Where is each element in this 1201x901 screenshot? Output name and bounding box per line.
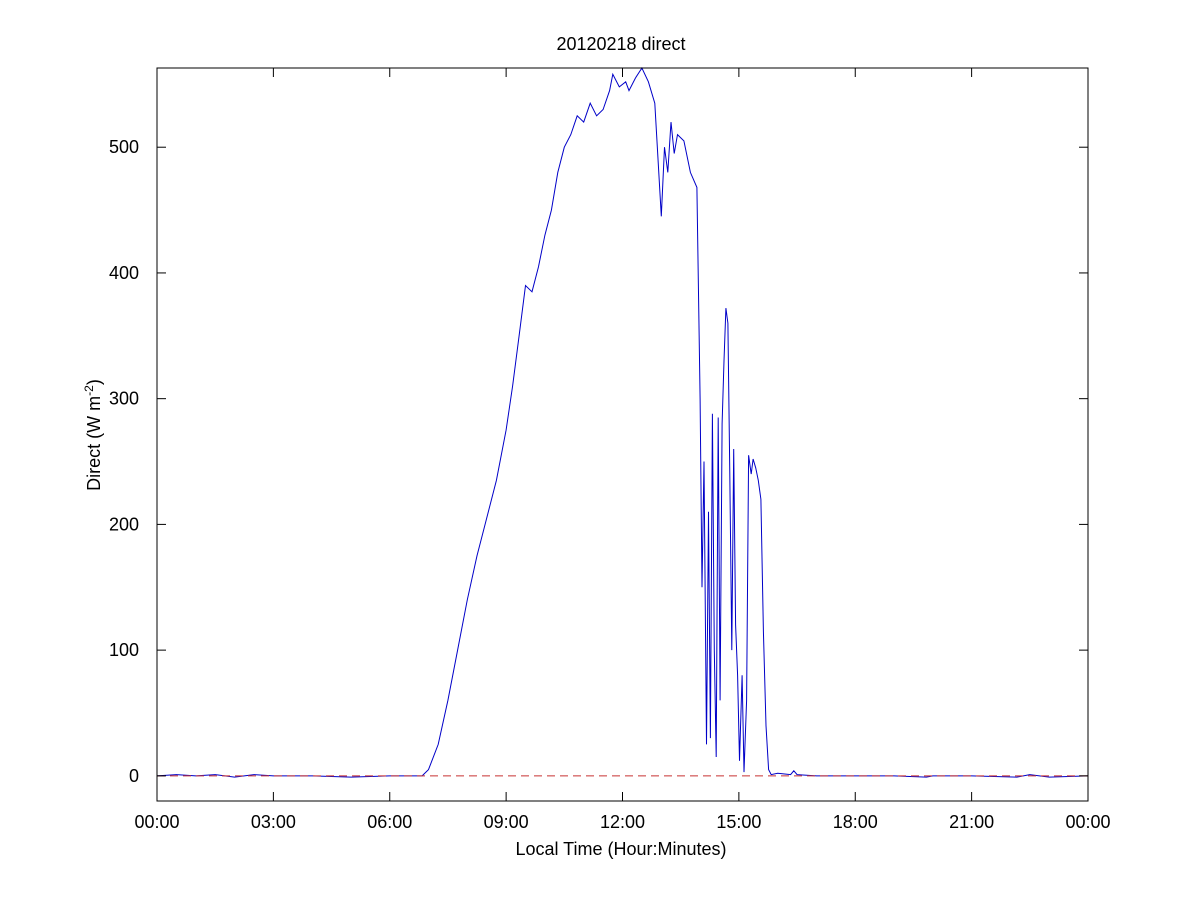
x-tick-label: 12:00 [600,812,645,832]
y-tick-label: 100 [109,640,139,660]
x-tick-label: 18:00 [833,812,878,832]
direct-irradiance-line [156,66,1089,778]
x-tick-label: 21:00 [949,812,994,832]
y-tick-label: 300 [109,389,139,409]
x-tick-label: 15:00 [716,812,761,832]
x-axis-label: Local Time (Hour:Minutes) [515,839,726,859]
y-axis-label-close: ) [84,379,104,385]
chart-title: 20120218 direct [556,34,685,54]
y-tick-label: 0 [129,766,139,786]
y-tick-label: 400 [109,263,139,283]
plot-area [157,68,1088,801]
y-tick-label: 200 [109,514,139,534]
x-axis-ticks: 00:00 03:00 06:00 09:00 12:00 15:00 18:00 21:00… [134,68,1111,832]
y-axis-label-main: Direct (W m [84,396,104,491]
x-tick-label: 03:00 [251,812,296,832]
x-tick-label: 00:00 [1065,812,1110,832]
x-tick-label: 00:00 [134,812,179,832]
x-tick-label: 09:00 [484,812,529,832]
x-tick-label: 06:00 [367,812,412,832]
y-axis-ticks: 0 100 200 300 400 500 [109,137,1088,786]
y-axis-label-superscript: -2 [82,385,96,396]
y-tick-label: 500 [109,137,139,157]
y-axis-label: Direct (W m-2) [82,379,104,491]
series-layer [156,66,1089,778]
